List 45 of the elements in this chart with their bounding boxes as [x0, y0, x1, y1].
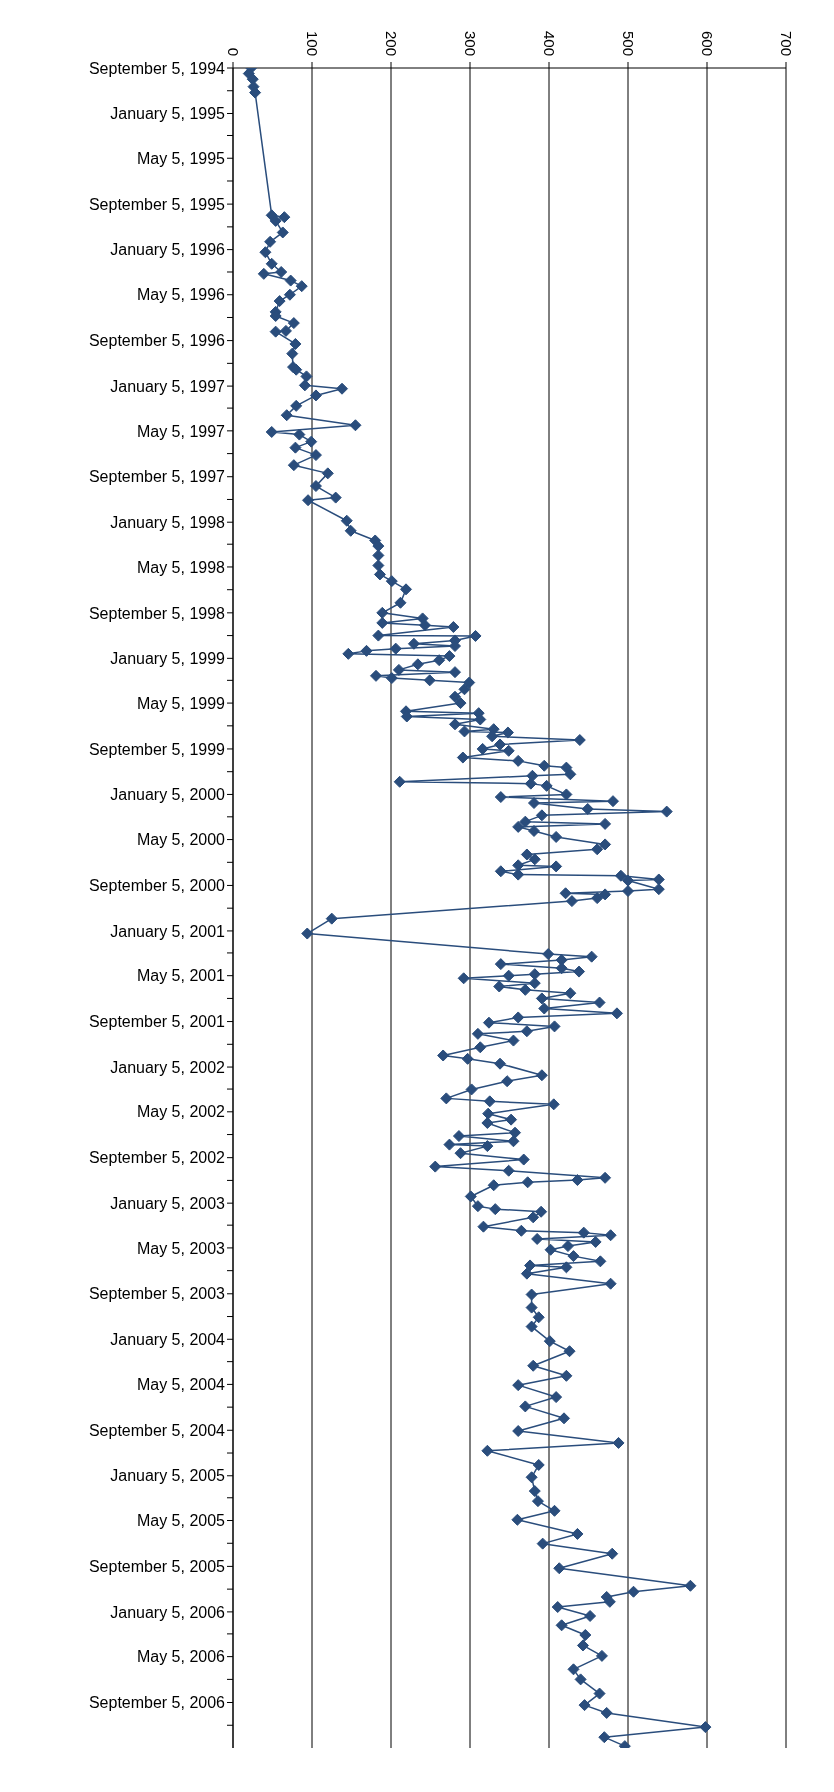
y-tick-label: September 5, 1998	[88, 604, 226, 622]
y-tick-label: May 5, 2006	[136, 1648, 226, 1666]
y-tick-label: January 5, 2001	[110, 922, 226, 940]
y-tick-label: September 5, 1997	[88, 468, 226, 486]
x-tick-label: 600	[698, 30, 716, 56]
y-tick-label: September 5, 2006	[88, 1694, 226, 1712]
y-tick-label: May 5, 2004	[136, 1376, 226, 1394]
y-tick-label: May 5, 1995	[136, 149, 226, 167]
y-tick-label: January 5, 2003	[110, 1194, 226, 1212]
y-tick-label: January 5, 2004	[110, 1330, 226, 1348]
x-tick-label: 400	[540, 30, 558, 56]
y-tick-label: September 5, 2000	[88, 877, 226, 895]
x-tick-label: 100	[303, 30, 321, 56]
y-tick-label: September 5, 1995	[88, 195, 226, 213]
y-tick-label: January 5, 2002	[110, 1058, 226, 1076]
y-tick-label: January 5, 2000	[110, 786, 226, 804]
y-tick-label: May 5, 1998	[136, 558, 226, 576]
x-tick-label: 500	[619, 30, 637, 56]
y-tick-label: September 5, 1999	[88, 740, 226, 758]
y-tick-label: May 5, 2001	[136, 967, 226, 985]
y-tick-label: May 5, 1997	[136, 422, 226, 440]
x-tick-label: 300	[461, 30, 479, 56]
y-tick-label: September 5, 1996	[88, 332, 226, 350]
y-tick-label: January 5, 2005	[110, 1467, 226, 1485]
y-tick-label: September 5, 2005	[88, 1558, 226, 1576]
y-tick-label: January 5, 2006	[110, 1603, 226, 1621]
x-tick-label: 700	[777, 30, 795, 56]
y-tick-label: May 5, 1996	[136, 286, 226, 304]
y-tick-label: May 5, 2000	[136, 831, 226, 849]
y-tick-label: May 5, 2003	[136, 1239, 226, 1257]
y-tick-label: May 5, 2005	[136, 1512, 226, 1530]
y-tick-label: September 5, 2004	[88, 1421, 226, 1439]
y-tick-label: January 5, 1999	[110, 650, 226, 668]
y-tick-label: January 5, 1998	[110, 513, 226, 531]
y-tick-label: September 5, 2002	[88, 1149, 226, 1167]
y-tick-label: September 5, 1994	[88, 59, 226, 77]
x-tick-label: 200	[382, 30, 400, 56]
x-tick-label: 0	[224, 47, 242, 56]
y-tick-label: January 5, 1997	[110, 377, 226, 395]
y-tick-label: May 5, 2002	[136, 1103, 226, 1121]
y-tick-label: September 5, 2003	[88, 1285, 226, 1303]
y-tick-label: September 5, 2001	[88, 1013, 226, 1031]
y-tick-label: May 5, 1999	[136, 694, 226, 712]
y-tick-label: January 5, 1996	[110, 241, 226, 259]
y-tick-label: January 5, 1995	[110, 105, 226, 123]
